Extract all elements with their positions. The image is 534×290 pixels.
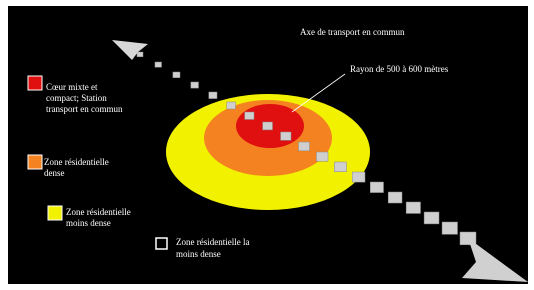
- legend-swatch: [28, 155, 42, 169]
- axis-cube: [191, 82, 199, 88]
- legend-text: transport en commun: [46, 104, 123, 114]
- axis-cube: [281, 132, 291, 140]
- axis-cube: [263, 122, 273, 130]
- axis-cube: [370, 182, 383, 193]
- axis-cube: [299, 142, 310, 151]
- legend-swatch: [156, 238, 167, 249]
- axis-cube: [388, 192, 402, 203]
- axis-cube: [245, 112, 254, 119]
- axis-cube: [406, 202, 420, 213]
- legend-swatch: [48, 206, 62, 220]
- legend-text: dense: [44, 168, 65, 178]
- legend-text: moins dense: [176, 249, 221, 259]
- legend-swatch: [28, 76, 42, 90]
- axis-cube: [155, 62, 162, 67]
- axis-cube: [137, 52, 143, 57]
- axis-cube: [173, 72, 180, 78]
- axis-cube: [442, 222, 457, 234]
- axis-cube: [334, 162, 346, 172]
- legend-text: Cœur mixte et: [46, 82, 98, 92]
- legend-text: Zone résidentielle la: [176, 237, 249, 247]
- radius-label: Rayon de 500 à 600 mètres: [350, 64, 449, 74]
- legend-text: Zone résidentielle: [66, 207, 131, 217]
- axis-cube: [352, 172, 365, 182]
- legend-text: compact; Station: [46, 93, 107, 103]
- axis-label: Axe de transport en commun: [300, 27, 405, 37]
- axis-cube: [209, 92, 217, 99]
- axis-cube: [424, 212, 439, 224]
- axis-cube: [227, 102, 236, 109]
- legend-text: Zone résidentielle: [44, 157, 109, 167]
- axis-cube: [316, 152, 328, 161]
- legend-text: moins dense: [66, 218, 111, 228]
- diagram: Axe de transport en commun Rayon de 500 …: [0, 0, 534, 290]
